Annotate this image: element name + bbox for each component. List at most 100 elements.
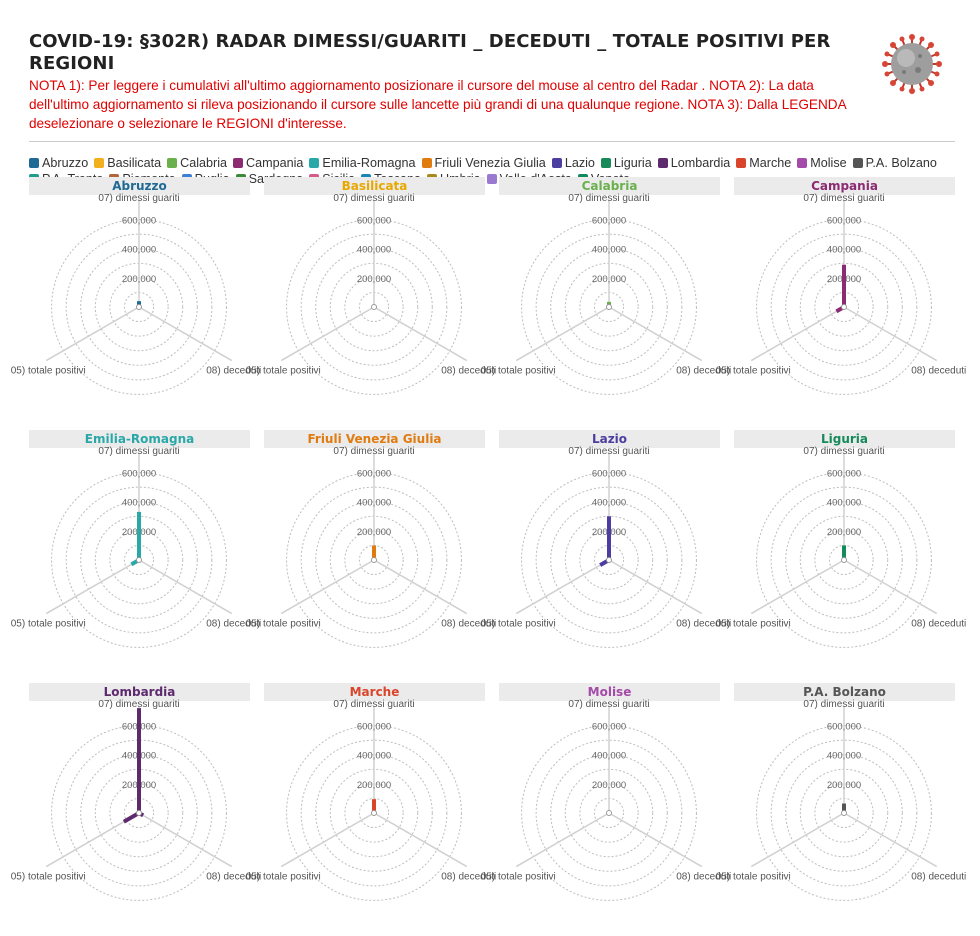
legend-item[interactable]: Abruzzo (29, 156, 88, 170)
notes-text: NOTA 1): Per leggere i cumulativi all'ul… (29, 76, 869, 133)
axis-line (374, 560, 467, 614)
legend-label: Marche (749, 156, 791, 170)
axis-line (609, 307, 702, 361)
axis-line (139, 560, 232, 614)
tick-label: 400,000 (122, 245, 156, 256)
legend-swatch (29, 158, 39, 168)
axis-label: 08) deceduti (911, 872, 966, 883)
tick-label: 600,000 (592, 722, 626, 733)
coronavirus-icon (882, 34, 942, 94)
axis-label: 07) dimessi guariti (98, 193, 179, 204)
axis-line (609, 813, 702, 867)
legend-label: Friuli Venezia Giulia (435, 156, 546, 170)
tick-label: 200,000 (827, 780, 861, 791)
axis-label: 07) dimessi guariti (98, 446, 179, 457)
tick-label: 200,000 (827, 527, 861, 538)
page-title: COVID-19: §302R) RADAR DIMESSI/GUARITI _… (29, 31, 849, 75)
axis-label: 07) dimessi guariti (568, 446, 649, 457)
legend-item[interactable]: P.A. Bolzano (853, 156, 937, 170)
axis-label: 05) totale positivi (481, 872, 556, 883)
center-point (137, 811, 142, 816)
axis-label: 05) totale positivi (11, 872, 86, 883)
tick-label: 200,000 (592, 274, 626, 285)
legend-item[interactable]: Lazio (552, 156, 595, 170)
legend-item[interactable]: Basilicata (94, 156, 161, 170)
axis-line (844, 560, 937, 614)
legend-swatch (601, 158, 611, 168)
axis-label: 05) totale positivi (716, 872, 791, 883)
tick-label: 600,000 (592, 469, 626, 480)
legend-label: Lombardia (671, 156, 731, 170)
axis-label: 07) dimessi guariti (333, 446, 414, 457)
tick-label: 400,000 (357, 245, 391, 256)
legend-item[interactable]: Marche (736, 156, 791, 170)
tick-label: 600,000 (357, 722, 391, 733)
tick-label: 400,000 (357, 498, 391, 509)
legend-item[interactable]: Molise (797, 156, 846, 170)
center-point (842, 811, 847, 816)
legend-item[interactable]: Calabria (167, 156, 227, 170)
axis-line (374, 813, 467, 867)
axis-label: 08) deceduti (911, 619, 966, 630)
header: COVID-19: §302R) RADAR DIMESSI/GUARITI _… (29, 0, 956, 142)
tick-label: 600,000 (592, 216, 626, 227)
legend-item[interactable]: Liguria (601, 156, 652, 170)
legend-label: Lazio (565, 156, 595, 170)
tick-label: 400,000 (592, 751, 626, 762)
legend-item[interactable]: Friuli Venezia Giulia (422, 156, 546, 170)
legend-swatch (94, 158, 104, 168)
tick-label: 600,000 (827, 722, 861, 733)
center-point (607, 811, 612, 816)
tick-label: 400,000 (592, 245, 626, 256)
axis-line (139, 307, 232, 361)
tick-label: 200,000 (357, 780, 391, 791)
legend-item[interactable]: Campania (233, 156, 303, 170)
legend-label: Liguria (614, 156, 652, 170)
legend-swatch (853, 158, 863, 168)
header-divider (29, 141, 955, 142)
tick-label: 400,000 (827, 498, 861, 509)
tick-label: 600,000 (122, 469, 156, 480)
tick-label: 400,000 (592, 498, 626, 509)
radar-chart: 200,000 400,000 600,000 07) dimessi guariti… (724, 448, 965, 683)
tick-label: 400,000 (122, 498, 156, 509)
center-point (137, 558, 142, 563)
tick-label: 600,000 (827, 469, 861, 480)
legend-swatch (309, 158, 319, 168)
center-point (137, 305, 142, 310)
axis-label: 07) dimessi guariti (803, 193, 884, 204)
legend-item[interactable]: Emilia-Romagna (309, 156, 415, 170)
legend-swatch (233, 158, 243, 168)
axis-label: 05) totale positivi (716, 366, 791, 377)
axis-line (281, 307, 374, 361)
axis-label: 08) deceduti (911, 366, 966, 377)
axis-line (374, 307, 467, 361)
axis-line (516, 307, 609, 361)
axis-line (281, 560, 374, 614)
legend-swatch (658, 158, 668, 168)
tick-label: 400,000 (827, 751, 861, 762)
axis-label: 07) dimessi guariti (803, 446, 884, 457)
center-point (372, 305, 377, 310)
legend-label: Calabria (180, 156, 227, 170)
legend-item[interactable]: Lombardia (658, 156, 731, 170)
axis-label: 07) dimessi guariti (333, 193, 414, 204)
tick-label: 600,000 (357, 216, 391, 227)
axis-line (139, 813, 232, 867)
center-point (842, 305, 847, 310)
axis-line (281, 813, 374, 867)
tick-label: 400,000 (357, 751, 391, 762)
axis-line (844, 813, 937, 867)
